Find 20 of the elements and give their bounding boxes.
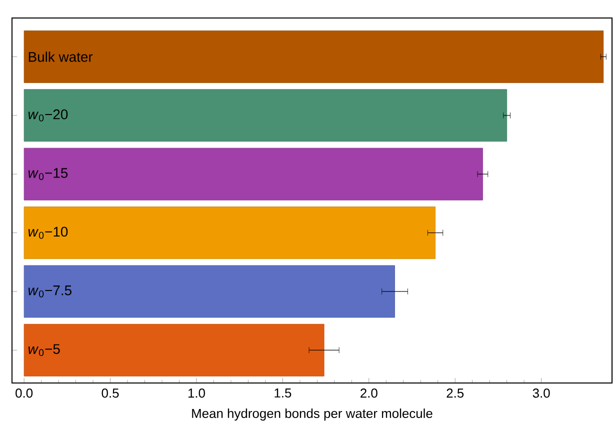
x-tick-label: 1.0 (188, 388, 205, 398)
x-tick-label: 2.0 (360, 388, 378, 398)
y-tick-label: w$_{0}$−20 (28, 109, 68, 122)
x-tick-label: 3.0 (532, 388, 550, 398)
x-tick-label: 0.5 (102, 388, 119, 398)
bar (24, 324, 324, 376)
x-axis-title: Mean hydrogen bonds per water molecule (192, 408, 432, 421)
y-tick-label: w$_{0}$−10 (28, 226, 68, 239)
bar (24, 265, 395, 318)
y-tick-label: Bulk water (28, 52, 93, 62)
y-tick-label: w$_{0}$−15 (28, 168, 68, 180)
y-tick-label: w$_{0}$−5 (28, 344, 60, 356)
x-tick-label: 1.5 (274, 388, 292, 398)
bar (24, 206, 436, 259)
x-tick-label: 2.5 (446, 388, 464, 398)
y-tick-label: w$_{0}$−7.5 (28, 286, 72, 298)
bar (24, 148, 483, 200)
bar (24, 89, 508, 142)
x-tick-label: 0.0 (16, 388, 33, 398)
bar (24, 30, 604, 83)
